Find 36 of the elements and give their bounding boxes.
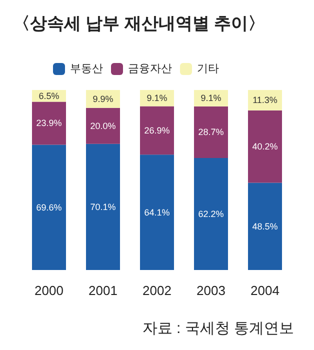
legend-label: 금융자산	[128, 63, 172, 75]
data-label: 69.6%	[36, 202, 62, 212]
data-label: 48.5%	[252, 221, 278, 232]
bar	[140, 106, 174, 155]
data-label: 9.1%	[200, 93, 222, 104]
x-tick-label: 2004	[250, 283, 280, 298]
bar	[194, 158, 228, 270]
bar	[248, 90, 282, 110]
legend-label: 부동산	[70, 63, 103, 75]
data-label: 20.0%	[90, 120, 116, 131]
data-label: 9.9%	[92, 94, 114, 104]
data-label: 11.3%	[252, 95, 278, 106]
bar	[86, 108, 120, 144]
data-label: 70.1%	[90, 202, 116, 212]
data-label: 9.1%	[146, 93, 168, 104]
bar	[248, 182, 282, 270]
chart-title: 〈상속세 납부 재산내역별 추이〉	[13, 14, 266, 33]
x-tick-label: 2002	[142, 283, 172, 298]
legend-label: 기타	[197, 63, 219, 75]
data-label: 28.7%	[198, 127, 224, 138]
data-label: 23.9%	[36, 118, 62, 128]
bar	[86, 144, 120, 270]
bar	[248, 110, 282, 183]
bar	[194, 106, 228, 158]
x-tick-label: 2000	[34, 283, 64, 298]
bar	[32, 144, 66, 270]
data-label: 40.2%	[252, 142, 278, 152]
x-tick-label: 2001	[88, 283, 118, 298]
data-label: 62.2%	[198, 209, 224, 220]
bar	[32, 102, 66, 145]
bar	[140, 154, 174, 270]
text: 자료 : 국세청 통계연보	[142, 320, 294, 337]
data-label: 26.9%	[144, 125, 170, 136]
data-label: 6.5%	[38, 90, 60, 101]
data-label: 64.1%	[144, 207, 170, 218]
x-tick-label: 2003	[196, 283, 226, 298]
